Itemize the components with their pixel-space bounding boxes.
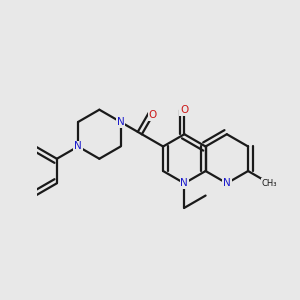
Text: O: O [149,110,157,120]
Text: O: O [180,105,188,115]
Text: N: N [117,117,124,127]
Text: N: N [181,178,188,188]
Text: N: N [223,178,231,188]
Text: N: N [74,142,82,152]
Text: CH₃: CH₃ [262,179,277,188]
